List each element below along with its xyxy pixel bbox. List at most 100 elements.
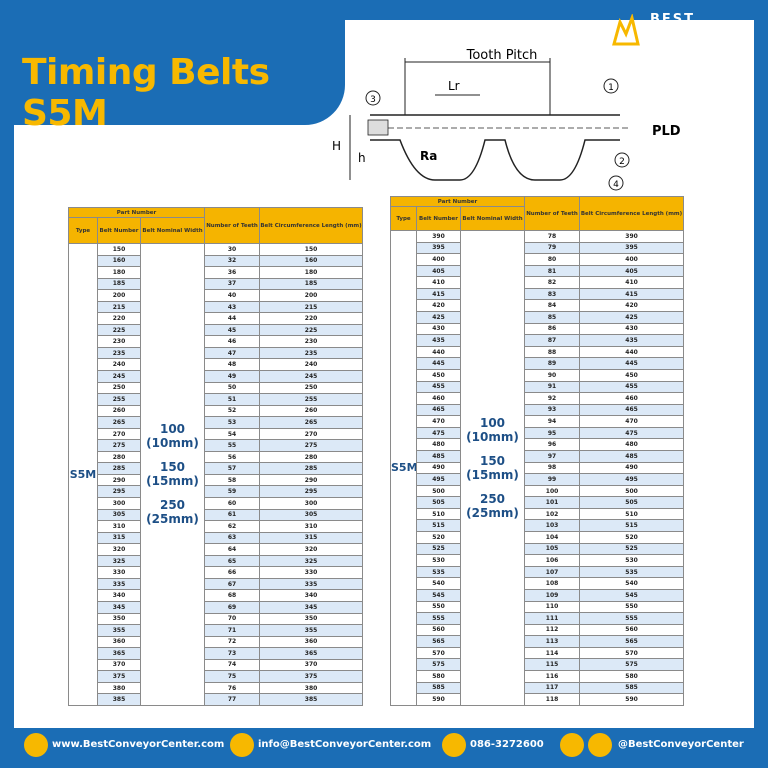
header-cell: Part Number [389, 196, 526, 207]
circumference: 495 [579, 473, 685, 486]
width-item: 250 (25mm) [142, 498, 204, 527]
belt-number: 290 [97, 473, 141, 487]
circumference: 485 [579, 450, 685, 463]
belt-number: 480 [416, 438, 461, 451]
circumference: 295 [259, 485, 364, 499]
teeth: 82 [524, 276, 581, 289]
line-icon[interactable] [588, 733, 612, 757]
table-row: 320 64 320 [69, 543, 364, 556]
width-mm: (25mm) [146, 512, 199, 527]
circumference: 215 [259, 300, 364, 314]
ra-label: Ra [420, 149, 437, 163]
table-row: S5M 390 100 (10mm) 150 (15mm) 250 (25mm) 78 390 [390, 230, 685, 706]
table-row: 315 63 315 [69, 531, 364, 545]
table-row: 490 98 490 [391, 461, 685, 475]
belt-number: 345 [97, 600, 141, 614]
teeth: 32 [204, 254, 261, 268]
belt-number: 320 [97, 543, 141, 556]
teeth: 50 [204, 381, 261, 395]
belt-number: 275 [97, 439, 141, 452]
web-icon [24, 733, 48, 757]
circumference: 300 [259, 497, 364, 510]
teeth: 76 [204, 681, 261, 695]
header-row: Type Belt Number Belt Nominal Width [390, 206, 684, 231]
teeth: 75 [204, 670, 261, 683]
belt-number: 475 [416, 426, 461, 440]
teeth: 37 [204, 277, 261, 291]
teeth: 106 [524, 554, 581, 567]
belt-number: 580 [416, 669, 461, 683]
table-row: 305 61 305 [69, 508, 364, 522]
circumference: 315 [259, 531, 364, 545]
width-size: 100 [479, 415, 506, 430]
table-row: 565 113 565 [391, 635, 685, 648]
circumference: 460 [579, 392, 685, 405]
belt-number: 410 [416, 276, 461, 289]
width-cell: 100 (10mm) 150 (15mm) 250 (25mm) [459, 230, 526, 706]
teeth: 93 [524, 403, 581, 417]
teeth: 69 [204, 600, 261, 614]
width-mm: (15mm) [146, 474, 199, 489]
circumference: 275 [259, 439, 364, 452]
logo-line: BEST [650, 12, 696, 27]
circumference: 325 [259, 554, 364, 568]
circumference: 545 [579, 588, 685, 602]
facebook-icon[interactable] [560, 733, 584, 757]
circumference: 320 [259, 543, 364, 556]
circumference: 305 [259, 508, 364, 522]
teeth: 115 [524, 658, 581, 671]
belt-number: 435 [416, 334, 461, 347]
belt-number: 500 [416, 484, 461, 498]
teeth: 52 [204, 404, 261, 418]
table-row: 245 49 245 [69, 370, 364, 383]
circumference: 310 [259, 520, 364, 533]
circumference: 380 [259, 681, 364, 695]
teeth: 80 [524, 253, 581, 266]
belt-number: 485 [416, 450, 461, 463]
circumference: 570 [579, 646, 685, 660]
table-row: 360 72 360 [69, 635, 364, 649]
width-mm: (10mm) [466, 429, 519, 444]
belt-number: 525 [416, 542, 461, 556]
header-cell: Part Number [67, 207, 206, 218]
table-row: 380 76 380 [69, 681, 364, 695]
width-item: 100 (10mm) [142, 422, 204, 450]
teeth: 60 [204, 497, 261, 510]
table-row: 255 51 255 [69, 393, 364, 406]
circumference: 535 [579, 565, 685, 579]
circumference: 420 [579, 299, 685, 313]
table-row: 300 60 300 [69, 497, 364, 510]
circumference: 455 [579, 380, 685, 394]
circumference: 500 [579, 484, 685, 498]
teeth: 63 [204, 531, 261, 545]
belt-number: 495 [416, 473, 461, 486]
table-row: 550 110 550 [391, 600, 685, 614]
footer: www.BestConveyorCenter.com info@BestConv… [0, 728, 768, 768]
teeth: 85 [524, 311, 581, 324]
belt-number: 555 [416, 612, 461, 625]
belt-number: 160 [97, 254, 141, 268]
h-label: h [358, 151, 366, 165]
belt-number: 315 [97, 531, 141, 545]
teeth: 97 [524, 450, 581, 463]
circumference: 255 [259, 393, 364, 406]
table-row: 485 97 485 [391, 450, 685, 463]
teeth: 79 [524, 241, 581, 255]
width-size: 100 [159, 422, 186, 437]
email-icon [230, 733, 254, 757]
teeth: 118 [524, 693, 581, 706]
teeth: 89 [524, 357, 581, 370]
table-row: 160 32 160 [69, 254, 364, 268]
belt-number: 395 [416, 241, 461, 255]
header-cell: Belt Nominal Width [139, 217, 206, 244]
circumference: 265 [259, 416, 364, 429]
pld-label: PLD [652, 124, 681, 139]
teeth: 84 [524, 299, 581, 313]
header-cell: Number of Teeth [524, 196, 581, 231]
circumference: 510 [579, 507, 685, 521]
table-row: 440 88 440 [391, 345, 685, 359]
table-row: 395 79 395 [391, 241, 685, 255]
table-row: 495 99 495 [391, 473, 685, 486]
teeth: 73 [204, 647, 261, 660]
callout: 2 [619, 157, 625, 167]
